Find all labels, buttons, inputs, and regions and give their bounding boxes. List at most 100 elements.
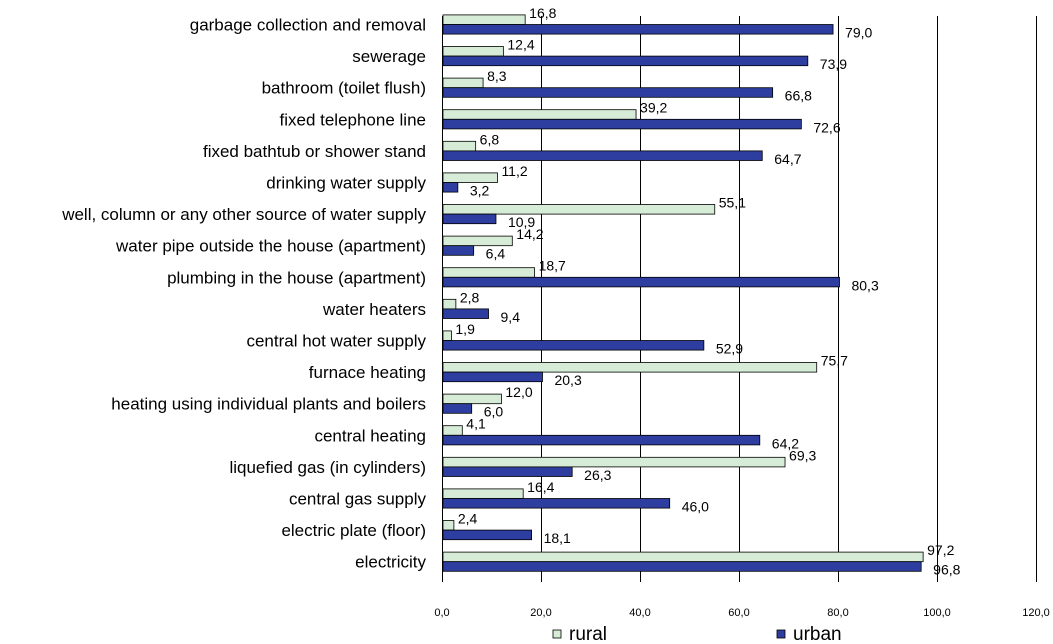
value-label-urban: 20,3 [554, 372, 581, 388]
bar-urban [442, 150, 763, 161]
value-label-rural: 69,3 [789, 447, 816, 463]
value-label-urban: 9,4 [501, 309, 521, 325]
x-tick-label: 80,0 [827, 607, 848, 619]
x-axis-ticks: 0,0 20,0 40,0 60,0 80,0 100,0 120,0 [434, 607, 1049, 619]
value-label-urban: 96,8 [933, 562, 960, 578]
value-label-urban: 6,0 [484, 404, 504, 420]
legend-swatch-urban [776, 629, 786, 639]
category-label: sewerage [352, 47, 426, 66]
category-label: liquefied gas (in cylinders) [229, 458, 426, 477]
category-label: electricity [355, 553, 426, 572]
value-label-urban: 26,3 [584, 467, 611, 483]
category-label: water pipe outside the house (apartment) [115, 237, 426, 256]
legend-label-urban: urban [793, 624, 842, 644]
bar-urban [442, 466, 573, 477]
category-label: central gas supply [289, 490, 427, 509]
bar-rural [442, 14, 526, 25]
value-label-rural: 14,2 [516, 226, 543, 242]
category-labels: garbage collection and removal sewerage ba… [61, 16, 426, 572]
value-label-urban: 10,9 [508, 214, 535, 230]
bar-urban [442, 561, 922, 572]
value-label-rural: 75,7 [821, 353, 848, 369]
value-label-rural: 39,2 [640, 100, 667, 116]
x-tick-label: 20,0 [530, 607, 551, 619]
x-tick-label: 120,0 [1022, 607, 1050, 619]
bar-rural [442, 267, 535, 278]
category-label: central heating [314, 426, 426, 445]
value-label-urban: 66,8 [785, 88, 812, 104]
legend: rural urban [552, 624, 842, 644]
bar-urban [442, 55, 809, 67]
bar-urban [442, 529, 532, 541]
bar-rural [442, 520, 455, 531]
value-label-urban: 79,0 [845, 25, 872, 41]
category-label: heating using individual plants and boil… [111, 395, 426, 414]
value-label-urban: 46,0 [682, 499, 709, 515]
value-label-rural: 8,3 [487, 68, 507, 84]
bar-rural [442, 425, 463, 436]
value-label-urban: 72,6 [813, 119, 840, 135]
category-label: well, column or any other source of wate… [61, 205, 426, 224]
value-label-rural: 2,8 [460, 289, 480, 305]
gridlines [442, 16, 1037, 582]
x-tick-label: 60,0 [728, 607, 749, 619]
bar-rural [442, 362, 818, 373]
category-label: central hot water supply [246, 332, 426, 351]
bar-urban [442, 340, 705, 351]
value-label-rural: 4,1 [466, 416, 486, 432]
bar-urban [442, 118, 802, 130]
value-label-urban: 3,2 [470, 183, 490, 199]
value-label-rural: 16,4 [527, 479, 554, 495]
value-label-rural: 16,8 [529, 5, 556, 21]
value-label-rural: 55,1 [719, 195, 746, 211]
legend-label-rural: rural [569, 624, 607, 644]
value-label-urban: 73,9 [820, 56, 847, 72]
bar-rural [442, 172, 498, 183]
legend-swatch-rural [552, 629, 562, 639]
x-tick-label: 0,0 [434, 607, 449, 619]
bars [442, 14, 924, 572]
category-label: fixed telephone line [279, 110, 426, 129]
bar-rural [442, 488, 524, 499]
category-label: plumbing in the house (apartment) [167, 268, 426, 287]
value-label-rural: 1,9 [455, 321, 475, 337]
value-label-rural: 6,8 [480, 131, 500, 147]
value-label-rural: 12,0 [505, 384, 532, 400]
value-labels: 16,8 79,0 12,4 73,9 8,3 66,8 39,2 72,6 6,8 64,7 11… [455, 5, 960, 578]
value-label-rural: 11,2 [501, 163, 527, 179]
bar-rural [442, 330, 452, 341]
bar-urban [442, 498, 671, 509]
category-label: fixed bathtub or shower stand [203, 142, 426, 161]
bar-rural [442, 298, 457, 310]
value-label-urban: 64,7 [774, 151, 801, 167]
bar-rural [442, 46, 504, 57]
bar-urban [442, 308, 489, 319]
bar-urban [442, 24, 834, 35]
bar-rural [442, 140, 477, 152]
value-label-urban: 80,3 [851, 277, 878, 293]
bar-urban [442, 245, 475, 256]
bar-rural [442, 77, 484, 89]
bar-rural [442, 551, 924, 563]
bar-rural [442, 235, 513, 247]
value-label-urban: 64,2 [772, 435, 799, 451]
category-label: water heaters [322, 300, 426, 319]
bar-rural [442, 456, 786, 468]
bar-urban [442, 213, 497, 225]
bar-rural [442, 393, 502, 405]
bar-urban [442, 87, 774, 98]
category-label: bathroom (toilet flush) [262, 79, 426, 98]
value-label-urban: 18,1 [544, 530, 571, 546]
value-label-urban: 6,4 [486, 246, 506, 262]
category-label: drinking water supply [266, 174, 426, 193]
bar-urban [442, 276, 840, 288]
bar-rural [442, 109, 637, 120]
bar-urban [442, 403, 473, 414]
category-label: electric plate (floor) [281, 521, 426, 540]
category-label: garbage collection and removal [190, 16, 426, 35]
bar-urban [442, 434, 761, 446]
value-label-rural: 2,4 [458, 511, 478, 527]
value-label-rural: 97,2 [927, 542, 954, 558]
bar-urban [442, 182, 459, 193]
